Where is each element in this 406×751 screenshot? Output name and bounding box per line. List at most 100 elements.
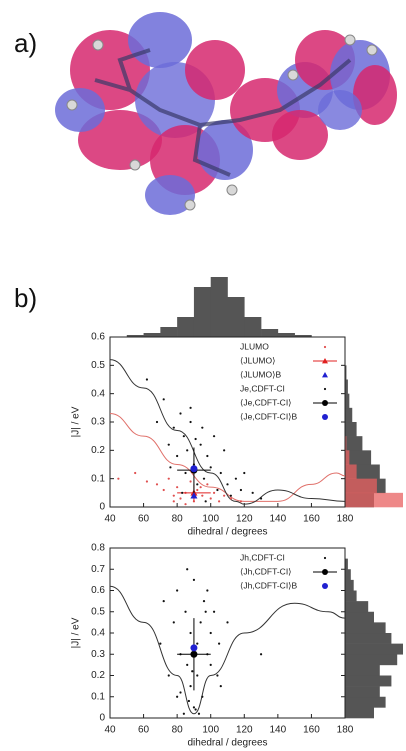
histogram-bar: [227, 297, 245, 337]
histogram-bar: [345, 675, 392, 687]
data-point: [234, 477, 237, 480]
y-tick-label: 0.3: [91, 417, 105, 428]
histogram-bar: [345, 379, 348, 394]
data-point: [239, 500, 243, 503]
legend-symbol: [322, 569, 328, 575]
legend-symbol: [323, 556, 327, 560]
histogram-bar: [126, 335, 144, 337]
legend-label: ⟨JLUMO⟩: [240, 355, 275, 365]
data-point: [194, 708, 197, 711]
data-point: [202, 477, 206, 480]
y-tick-label: 0.3: [91, 649, 105, 660]
x-tick-label: 80: [172, 514, 184, 525]
data-point: [155, 420, 159, 424]
data-point: [194, 437, 197, 441]
histogram-bar: [345, 365, 347, 380]
legend-label: JLUMO: [240, 341, 269, 351]
data-point: [155, 483, 159, 486]
histogram-bar: [345, 436, 363, 451]
x-tick-label: 120: [236, 725, 253, 736]
data-point: [206, 589, 209, 592]
histogram-bar: [345, 450, 350, 465]
x-tick-label: 140: [270, 514, 287, 525]
y-tick-label: 0.6: [91, 332, 105, 343]
legend-label: ⟨JLUMO⟩B: [240, 369, 281, 379]
data-point: [201, 695, 204, 698]
data-point: [172, 621, 175, 624]
data-point: [186, 568, 189, 571]
x-tick-label: 100: [202, 514, 219, 525]
data-point: [201, 426, 204, 429]
histogram-bar: [345, 643, 403, 655]
data-point: [162, 398, 165, 401]
data-point: [196, 483, 199, 486]
legend-symbol: [323, 345, 327, 349]
x-tick-label: 40: [104, 725, 116, 736]
data-point: [209, 497, 212, 500]
y-tick-label: 0.6: [91, 585, 105, 596]
data-point: [229, 494, 232, 497]
legend-symbol: [323, 387, 327, 391]
mean-marker: [190, 492, 198, 499]
histogram-bar: [294, 335, 312, 337]
histogram-bar: [345, 696, 386, 708]
data-point: [167, 477, 170, 480]
histogram-bar: [345, 478, 377, 494]
data-point: [209, 466, 212, 469]
y-axis-label: |J| / eV: [71, 406, 82, 437]
legend-label: ⟨Jh,CDFT-CI⟩B: [240, 580, 297, 590]
histogram-bar: [345, 579, 354, 591]
data-point: [259, 497, 263, 500]
mean-marker: [190, 465, 198, 473]
data-point: [199, 443, 202, 446]
y-tick-label: 0.1: [91, 691, 105, 702]
histogram-bar: [345, 601, 369, 613]
legend-symbol: [322, 400, 328, 406]
data-point: [196, 674, 199, 677]
histogram-bar: [345, 464, 357, 479]
data-point: [172, 426, 175, 429]
histogram-bar: [345, 558, 348, 570]
data-point: [206, 483, 209, 486]
data-point: [212, 491, 216, 494]
data-point: [179, 497, 182, 500]
curve: [109, 359, 346, 505]
y-tick-label: 0.5: [91, 360, 105, 371]
x-tick-label: 80: [172, 725, 184, 736]
data-point: [186, 449, 189, 452]
data-point: [209, 631, 212, 635]
data-point: [229, 497, 232, 500]
histogram-bar: [277, 333, 295, 337]
data-point: [176, 589, 179, 592]
histogram-bar: [345, 686, 380, 698]
data-point: [212, 435, 216, 438]
data-point: [223, 449, 226, 452]
x-tick-label: 40: [104, 514, 116, 525]
data-point: [189, 406, 192, 409]
data-point: [251, 491, 254, 494]
histogram-bar: [345, 450, 372, 465]
data-point: [117, 477, 120, 480]
data-point: [218, 642, 221, 645]
data-point: [216, 488, 219, 492]
data-point: [199, 486, 202, 489]
x-axis-label: dihedral / degrees: [187, 738, 267, 749]
x-tick-label: 60: [138, 514, 150, 525]
data-point: [243, 471, 246, 475]
legend-label: ⟨Jh,CDFT-CI⟩: [240, 566, 292, 576]
data-point: [176, 454, 179, 458]
legend-label: Je,CDFT-CI: [240, 383, 285, 393]
data-point: [204, 610, 207, 613]
data-point: [201, 494, 204, 497]
y-tick-label: 0.2: [91, 670, 105, 681]
x-tick-label: 160: [303, 514, 320, 525]
data-point: [167, 443, 170, 446]
data-point: [219, 685, 222, 688]
data-point: [226, 621, 229, 624]
y-tick-label: 0.8: [91, 543, 105, 554]
data-point: [189, 420, 192, 424]
data-point: [189, 685, 192, 688]
x-tick-label: 180: [337, 725, 354, 736]
histogram-bar: [345, 393, 350, 409]
histogram-bar: [345, 590, 357, 602]
